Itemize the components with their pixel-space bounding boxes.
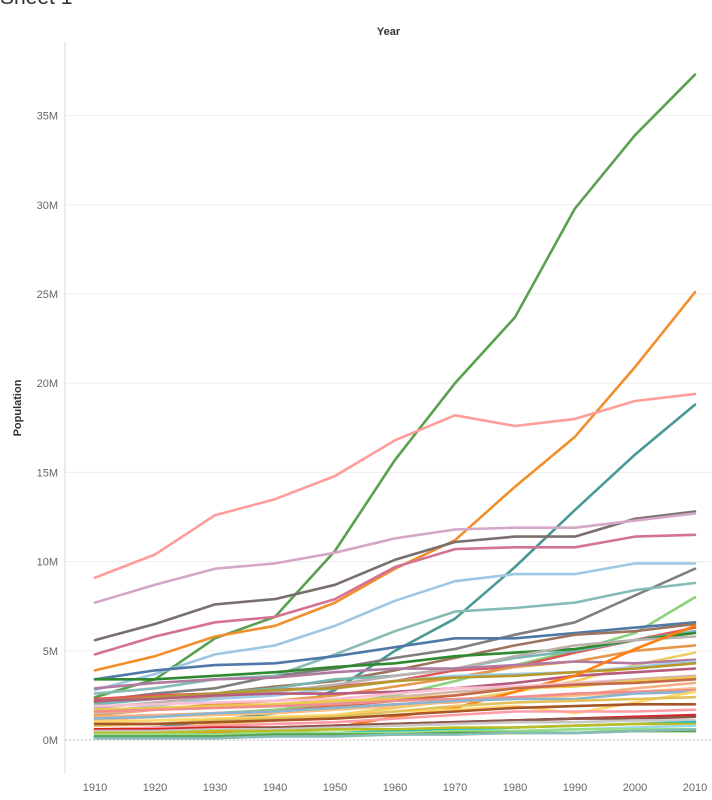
y-tick-label: 30M (37, 200, 58, 212)
y-tick-label: 15M (37, 467, 58, 479)
sheet-title: Sheet 1 (0, 0, 72, 10)
series-line[interactable] (93, 392, 697, 580)
series-line[interactable] (93, 635, 697, 710)
y-tick-label: 0M (43, 735, 58, 747)
y-tick-label: 25M (37, 289, 58, 301)
series-line[interactable] (93, 661, 697, 703)
x-tick-label: 1930 (203, 782, 227, 794)
series-line[interactable] (93, 631, 697, 681)
y-tick-label: 5M (43, 646, 58, 658)
x-tick-label: 1970 (443, 782, 467, 794)
x-tick-label: 1980 (503, 782, 527, 794)
column-header-year: Year (376, 26, 401, 38)
series-line[interactable] (93, 562, 697, 692)
series-line[interactable] (93, 510, 697, 642)
tick-labels: 0M 5M 10M 15M 20M 25M 30M 35M 1910 1920 1930 1940 19… (37, 111, 708, 794)
x-tick-label: 1950 (323, 782, 347, 794)
x-tick-label: 1960 (383, 782, 407, 794)
series-line[interactable] (93, 512, 697, 604)
x-tick-label: 1990 (563, 782, 587, 794)
series-line[interactable] (93, 667, 697, 703)
y-tick-label: 10M (37, 557, 58, 569)
series-line[interactable] (93, 722, 697, 735)
series-line[interactable] (93, 533, 697, 656)
x-tick-label: 1920 (143, 782, 167, 794)
series-line[interactable] (93, 688, 697, 713)
x-tick-label: 2000 (623, 782, 647, 794)
y-tick-label: 35M (37, 111, 58, 123)
series-line[interactable] (93, 708, 697, 731)
series-line[interactable] (93, 658, 697, 690)
series-line[interactable] (93, 727, 697, 740)
y-tick-label: 20M (37, 378, 58, 390)
gridlines (65, 115, 712, 741)
x-tick-label: 1940 (263, 782, 287, 794)
series-line[interactable] (93, 73, 697, 699)
series-lines (93, 73, 697, 740)
series-line[interactable] (93, 581, 697, 695)
x-tick-label: 2010 (683, 782, 707, 794)
series-line[interactable] (93, 719, 697, 733)
series-line[interactable] (93, 702, 697, 726)
series-line[interactable] (93, 727, 697, 736)
x-tick-label: 1910 (83, 782, 107, 794)
series-line[interactable] (93, 620, 697, 681)
series-line[interactable] (93, 567, 697, 703)
series-line[interactable] (93, 690, 697, 720)
